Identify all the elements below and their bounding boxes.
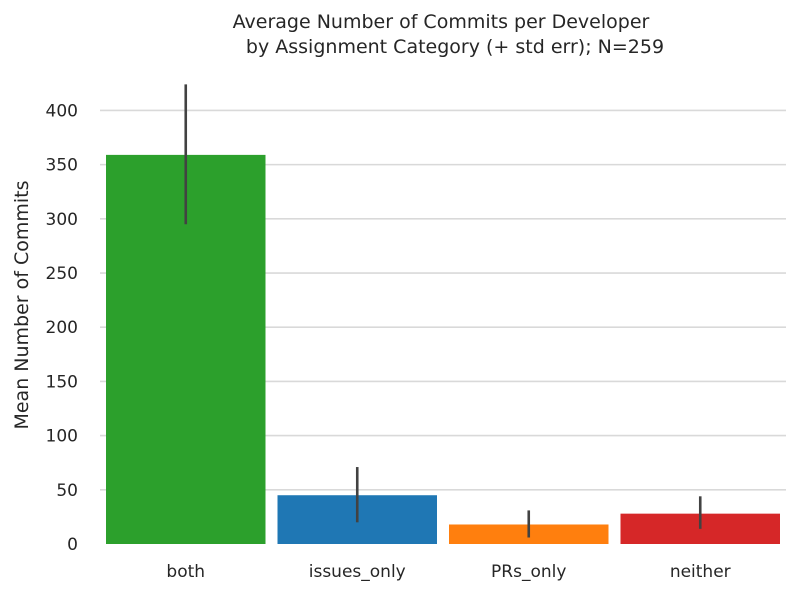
chart-title-line-2: by Assignment Category (+ std err); N=25… [246,36,664,58]
y-tick-label: 300 [46,210,78,230]
x-tick-label: issues_only [309,562,406,582]
x-tick-label: both [166,562,205,582]
y-tick-label: 350 [46,156,78,176]
bars [106,154,780,545]
error-bars [184,84,702,538]
y-tick-label: 0 [67,535,78,555]
y-tick-label: 100 [46,427,78,447]
y-axis-label: Mean Number of Commits [11,180,33,429]
y-tick-label: 200 [46,318,78,338]
y-tick-label: 50 [56,481,78,501]
y-tick-label: 150 [46,372,78,392]
x-tick-label: neither [670,562,731,582]
chart-title-line-1: Average Number of Commits per Developer [233,11,650,33]
x-tick-label: PRs_only [491,562,566,582]
y-tick-label: 250 [46,264,78,284]
x-tick-labels: both issues_only PRs_only neither [166,562,730,582]
y-tick-labels: 0 50 100 150 200 250 300 350 400 [46,101,78,555]
y-tick-label: 400 [46,101,78,121]
